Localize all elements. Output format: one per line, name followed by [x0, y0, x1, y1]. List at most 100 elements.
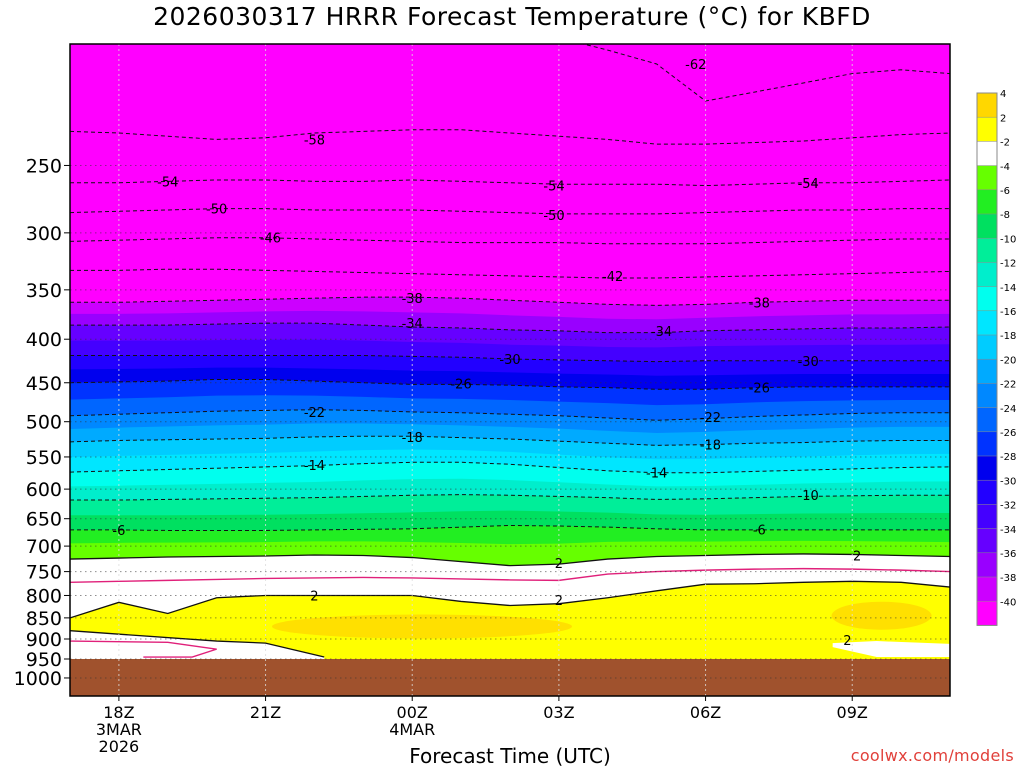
contour-label: -22 [304, 406, 325, 421]
y-tick-label: 850 [26, 608, 62, 630]
y-tick-label: 700 [26, 536, 62, 558]
contour-label-group: -14 [304, 459, 325, 474]
contour-label-group: -26 [749, 382, 770, 397]
contour-label: 2 [555, 557, 563, 572]
x-axis-title: Forecast Time (UTC) [409, 744, 611, 768]
colorbar-label: -20 [1000, 355, 1016, 366]
grid-layer [70, 44, 950, 696]
contour-label-layer: -62-58-54 -54 -54-50 -50-46-42-38 -38-34-34-… [112, 58, 861, 649]
colorbar-segment [977, 214, 997, 239]
contour-label-group: -58 [304, 133, 325, 148]
colorbar-segment [977, 431, 997, 456]
contour-label: -54 [798, 177, 819, 192]
colorbar-label: -6 [1000, 186, 1010, 197]
contour-label-group: -18 [700, 439, 721, 454]
x-tick-label: 21Z [250, 703, 281, 722]
contour-label-group: 2 [843, 634, 851, 649]
contour-label-group: -38 [402, 292, 423, 307]
colorbar-segment [977, 117, 997, 142]
colorbar-segment [977, 310, 997, 335]
colorbar-segment [977, 407, 997, 432]
contour-label-group: -54 [798, 177, 819, 192]
colorbar-segment [977, 165, 997, 190]
freezing-line-lower [70, 640, 217, 658]
fill-warm-patch-1 [272, 614, 572, 639]
y-tick-label: 450 [26, 373, 62, 395]
axes-layer: 2503003504004505005506006507007508008509… [14, 43, 951, 756]
contour-label-group: -34 [402, 317, 423, 332]
contour-label: -18 [402, 431, 423, 446]
contour-label-group: -6 [753, 523, 766, 538]
colorbar-label: -30 [1000, 476, 1016, 487]
fill-warm-patch-2 [831, 601, 932, 630]
contour-label-group: -18 [402, 431, 423, 446]
contour-label-group: -38 [749, 296, 770, 311]
contour-label-group: -22 [304, 406, 325, 421]
contour-label-group: -22 [700, 411, 721, 426]
y-tick-label: 500 [26, 412, 62, 434]
contour-label-group: -62 [685, 58, 706, 73]
contour-label: -50 [543, 209, 564, 224]
colorbar-segment [977, 504, 997, 529]
contour-label-group: -54 [543, 180, 564, 195]
colorbar-segment [977, 577, 997, 602]
colorbar-label: -10 [1000, 234, 1016, 245]
colorbar-label: -8 [1000, 210, 1010, 221]
contour-label-group: 2 [555, 557, 563, 572]
plot-frame [69, 43, 951, 697]
x-tick-label: 09Z [837, 703, 868, 722]
contour-label: 2 [555, 594, 563, 609]
x-tick-label: 00Z [397, 703, 428, 722]
contour-label: -62 [685, 58, 706, 73]
contour-layer [70, 44, 950, 658]
contour-label: -34 [651, 325, 672, 340]
colorbar-label: -36 [1000, 549, 1016, 560]
contour-label: -38 [749, 296, 770, 311]
colorbar-label: -18 [1000, 331, 1016, 342]
colorbar-label: -22 [1000, 380, 1016, 391]
contour-label: 2 [843, 634, 851, 649]
colorbar-segment [977, 552, 997, 577]
colorbar-label: -28 [1000, 452, 1016, 463]
contour-label: -14 [646, 467, 667, 482]
colorbar-segment [977, 141, 997, 166]
x-tick-label: 4MAR [389, 720, 435, 739]
x-tick-label: 2026 [99, 737, 140, 756]
x-tick-label: 03Z [543, 703, 574, 722]
contour-label-group: 2 [310, 589, 318, 604]
colorbar-label: -4 [1000, 162, 1010, 173]
contour-label: 2 [310, 589, 318, 604]
contour-label: -54 [543, 180, 564, 195]
x-tick-label: 06Z [690, 703, 721, 722]
contour-label: -42 [602, 270, 623, 285]
contour-label: -34 [402, 317, 423, 332]
y-tick-label: 300 [26, 223, 62, 245]
y-tick-label: 1000 [14, 668, 62, 690]
freezing-line-upper [70, 567, 950, 583]
y-tick-label: 350 [26, 280, 62, 302]
colorbar-segment [977, 601, 997, 626]
x-tick-label: 3MAR [96, 720, 142, 739]
contour-label-group: 2 [555, 594, 563, 609]
contour-label-group: 2 [853, 549, 861, 564]
contour-label-group: -10 [798, 489, 819, 504]
fill-near-surface-cool [70, 630, 325, 659]
colorbar-label: 4 [1000, 89, 1006, 100]
colorbar-segment [977, 262, 997, 287]
contour-label: -26 [450, 378, 471, 393]
colorbar-segment [977, 238, 997, 263]
contour-line-2-surface-left [70, 630, 325, 658]
contour-label: -22 [700, 411, 721, 426]
credit-link[interactable]: coolwx.com/models [850, 746, 1014, 765]
contour-label-group: -50 [543, 209, 564, 224]
colorbar-segment [977, 383, 997, 408]
colorbar-label: -16 [1000, 307, 1016, 318]
colorbar-label: -12 [1000, 259, 1016, 270]
contour-label-group: -34 [651, 325, 672, 340]
colorbar-segment [977, 335, 997, 360]
colorbar: 4 2 -2 -4 -6 -8 -10 -12 -14 -16 -18 -20 -22 -24 -26 -28… [976, 89, 1016, 626]
contour-label: -14 [304, 459, 325, 474]
colorbar-segment [977, 286, 997, 311]
